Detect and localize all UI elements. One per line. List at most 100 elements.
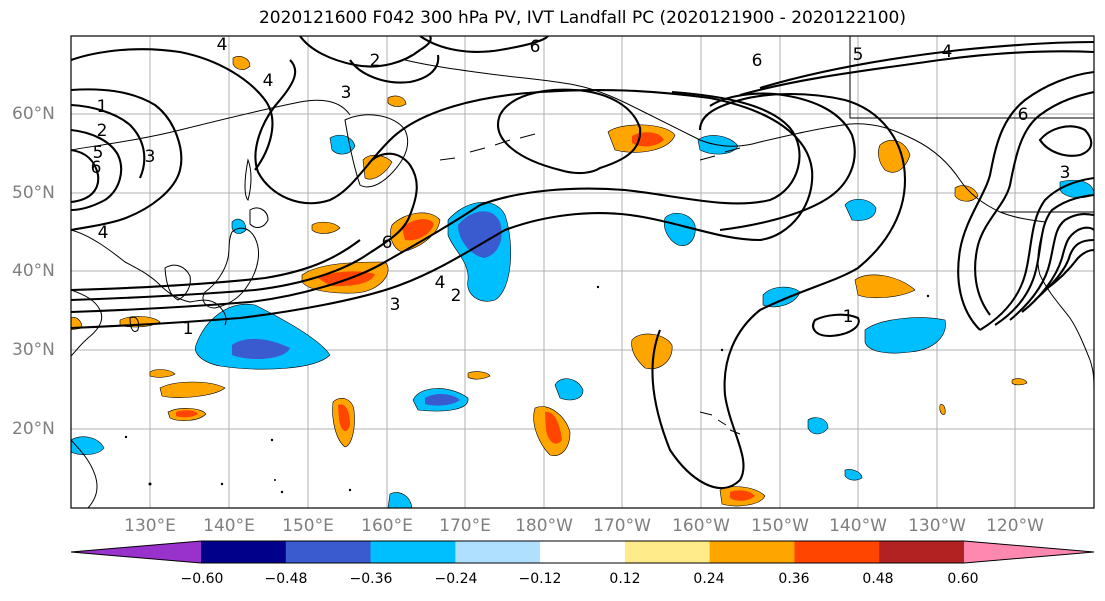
neg-patch	[387, 492, 413, 508]
colorbar-segment	[285, 541, 372, 563]
contour-label: 6	[382, 233, 393, 253]
lat-label: 30°N	[12, 340, 55, 360]
pos-patch	[159, 381, 226, 398]
colorbar-segment	[624, 541, 711, 563]
coastlines	[71, 36, 1094, 508]
colorbar-segment	[540, 541, 626, 563]
contour-label: 4	[217, 35, 228, 55]
aleutians	[439, 133, 741, 161]
lon-label: 180°W	[515, 516, 573, 536]
colorbar-segment	[709, 541, 795, 563]
lat-label: 40°N	[12, 261, 55, 281]
contour-label: 6	[752, 51, 763, 71]
lat-label: 50°N	[12, 183, 55, 203]
colorbar-tick-label: 0.12	[609, 571, 641, 587]
bering	[404, 59, 761, 147]
lon-label: 140°W	[829, 516, 887, 536]
colorbar-segment	[455, 541, 541, 563]
contour-label: 6	[530, 37, 541, 57]
sakhalin	[244, 158, 252, 201]
philippines	[71, 439, 98, 508]
colorbar-tick-label: 0.48	[862, 571, 894, 587]
pos-patch	[854, 274, 916, 299]
contour-label: 6	[1018, 105, 1029, 125]
kamchatka	[344, 114, 409, 188]
contour-label: 3	[390, 295, 401, 315]
pos-patch	[311, 221, 341, 234]
na-west-coast	[1037, 221, 1094, 391]
china-coast	[71, 289, 103, 357]
colorbar-segment	[370, 541, 456, 563]
contour-label: 1	[843, 307, 854, 327]
contour-label: 4	[435, 273, 446, 293]
neg-patch	[554, 378, 584, 401]
contour-labels: 4 2 6 6 4 5 4 1 2 3 3 5 6 4 6 4 2 3 1 1 …	[91, 35, 1071, 339]
pos-patch	[939, 404, 946, 415]
colorbar-segment	[879, 541, 965, 563]
colorbar-tick-label: −0.36	[349, 571, 393, 587]
colorbar-tick-label: −0.48	[264, 571, 308, 587]
neg-patch	[864, 317, 946, 354]
korea	[164, 264, 191, 301]
colorbar-tick-label: −0.60	[180, 571, 224, 587]
map-frame	[70, 35, 1095, 509]
contour-label: 5	[93, 143, 104, 163]
neg-patch-core	[458, 211, 502, 258]
contour-label: 3	[1060, 163, 1071, 183]
colorbar-segment	[201, 541, 287, 563]
contour-label: 4	[98, 223, 109, 243]
colorbar	[70, 540, 1095, 564]
hawaii	[699, 411, 741, 435]
colorbar-tick-label: 0.36	[778, 571, 810, 587]
contour-label: 2	[451, 286, 462, 306]
lon-label: 130°E	[124, 516, 176, 536]
pos-patch	[149, 369, 176, 378]
neg-patch	[71, 436, 105, 455]
taiwan	[129, 316, 139, 332]
colorbar-tick-label: 0.24	[693, 571, 725, 587]
hokkaido	[249, 207, 269, 228]
contour-label: 4	[263, 71, 274, 91]
lat-label: 60°N	[12, 104, 55, 124]
contour-label: 2	[97, 121, 108, 141]
contour-label: 1	[97, 97, 108, 117]
pos-patch-core	[545, 411, 562, 444]
lat-label: 20°N	[12, 419, 55, 439]
japan	[202, 227, 259, 309]
contour-label: 1	[183, 319, 194, 339]
neg-patch	[663, 212, 696, 246]
pos-patch-core	[730, 490, 755, 501]
contour-label: 6	[91, 158, 102, 178]
contour-label: 3	[341, 83, 352, 103]
colorbar-outline	[70, 540, 1095, 564]
neg-patch-core	[425, 394, 460, 406]
pv-contours	[71, 36, 1094, 490]
colorbar-tick-label: 0.60	[947, 571, 979, 587]
lon-label: 160°E	[361, 516, 413, 536]
pos-patch-core	[338, 404, 350, 432]
pos-patch-core	[176, 410, 198, 418]
neg-patch	[807, 417, 829, 435]
map-title: 2020121600 F042 300 hPa PV, IVT Landfall…	[258, 8, 906, 28]
lon-label: 130°W	[908, 516, 966, 536]
contour-label: 4	[942, 42, 953, 62]
colorbar-segment	[794, 541, 880, 563]
colorbar-tick-label: −0.24	[434, 571, 478, 587]
pos-patch	[387, 95, 407, 107]
siberia-coast	[71, 99, 351, 151]
lon-label: 170°E	[439, 516, 491, 536]
lon-label: 170°W	[593, 516, 651, 536]
pos-patch	[1011, 378, 1028, 386]
neg-patch	[844, 469, 863, 481]
contour-label: 3	[145, 147, 156, 167]
colorbar-extend-max	[964, 541, 1094, 563]
canada-box	[849, 36, 1094, 119]
map-background	[71, 36, 1094, 508]
lon-label: 150°E	[282, 516, 334, 536]
colorbar-tick-label: −0.12	[518, 571, 562, 587]
neg-patch	[195, 303, 331, 370]
contour-label: 2	[370, 51, 381, 71]
islands	[124, 285, 930, 494]
contour-label: 5	[853, 45, 864, 65]
